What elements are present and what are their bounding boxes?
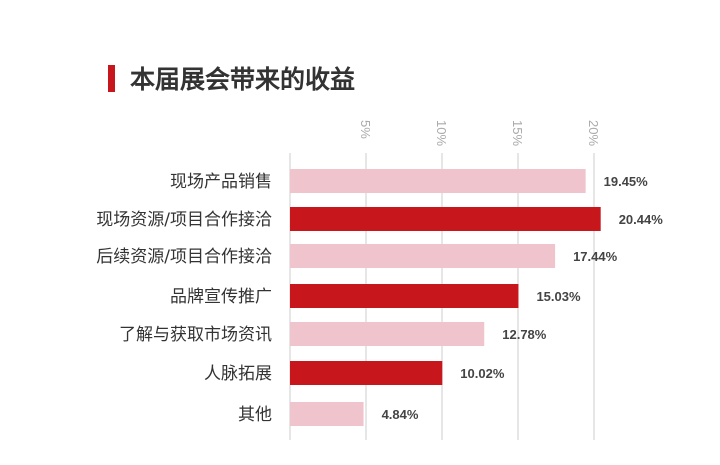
bar <box>290 402 364 426</box>
category-label: 后续资源/项目合作接洽 <box>96 247 272 267</box>
category-label: 现场资源/项目合作接洽 <box>96 210 272 230</box>
chart-title: 本届展会带来的收益 <box>130 65 356 94</box>
category-label: 其他 <box>238 405 272 425</box>
data-label: 15.03% <box>536 289 581 304</box>
bar <box>290 244 556 268</box>
data-label: 12.78% <box>502 327 547 342</box>
category-label: 了解与获取市场资讯 <box>119 325 272 345</box>
x-tick-label: 5% <box>358 120 373 139</box>
bar <box>290 169 586 193</box>
x-tick-label: 15% <box>510 120 525 146</box>
title-accent-bar <box>108 65 115 92</box>
x-tick-label: 10% <box>434 120 449 146</box>
category-label: 品牌宣传推广 <box>170 287 272 307</box>
data-label: 17.44% <box>573 249 618 264</box>
bar <box>290 207 601 231</box>
data-label: 20.44% <box>619 212 664 227</box>
x-tick-label: 20% <box>586 120 601 146</box>
bar <box>290 322 485 346</box>
data-label: 19.45% <box>604 174 649 189</box>
data-label: 4.84% <box>382 407 419 422</box>
category-label: 人脉拓展 <box>204 364 272 384</box>
data-label: 10.02% <box>460 366 505 381</box>
bar <box>290 361 443 385</box>
bar <box>290 284 519 308</box>
category-label: 现场产品销售 <box>170 172 272 192</box>
